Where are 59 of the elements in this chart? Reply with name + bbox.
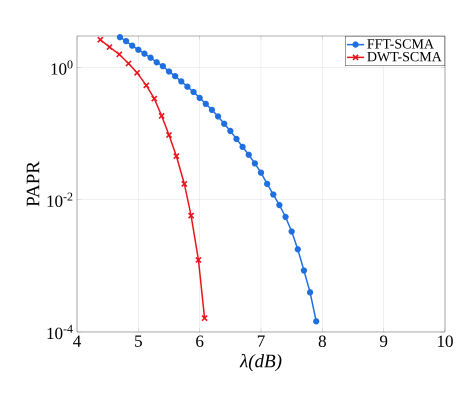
- point: [313, 318, 320, 324]
- point: [239, 144, 246, 150]
- x-axis-title: λ(dB): [240, 354, 282, 372]
- point: [184, 84, 191, 90]
- point: [221, 120, 228, 127]
- x-tick-label: 8: [318, 336, 326, 347]
- point: [147, 54, 154, 61]
- point: [208, 106, 216, 114]
- point: [166, 68, 172, 75]
- point: [190, 88, 197, 96]
- point: [154, 59, 160, 66]
- point: [294, 246, 301, 252]
- point: [116, 51, 123, 58]
- y-tick-label: 10$^{-2}$: [48, 192, 72, 207]
- point: [135, 46, 142, 53]
- point: [264, 180, 270, 188]
- point: [142, 82, 150, 89]
- point: [233, 136, 240, 142]
- point: [246, 152, 252, 158]
- point: [122, 38, 130, 44]
- point: [276, 202, 283, 208]
- point: [227, 128, 234, 134]
- point: [106, 44, 113, 50]
- point: [252, 160, 258, 167]
- point: [158, 112, 165, 120]
- point: [134, 69, 140, 76]
- y-tick-label: 10$^{-4}$: [48, 324, 73, 340]
- legend-label: DWT-SCMA: [367, 52, 442, 62]
- y-tick-label: 10$^{0}$: [52, 60, 73, 75]
- point: [270, 191, 276, 198]
- point: [172, 72, 178, 80]
- y-axis-title: PAPR: [26, 161, 40, 206]
- point: [196, 94, 203, 102]
- x-tick-label: 7: [258, 336, 265, 347]
- point: [178, 78, 184, 85]
- x-tick-label: 5: [135, 336, 142, 347]
- point: [116, 34, 124, 40]
- x-tick-label: 10: [438, 336, 453, 347]
- x-tick-label: 4: [73, 336, 81, 347]
- legend-label: FFT-SCMA: [367, 39, 434, 49]
- x-tick-label: 9: [380, 336, 388, 347]
- point: [214, 113, 222, 120]
- x-tick-label: 6: [196, 336, 204, 347]
- point: [202, 100, 209, 108]
- point: [141, 50, 148, 57]
- point: [195, 256, 202, 264]
- point: [282, 214, 289, 220]
- point: [188, 212, 194, 219]
- point: [300, 267, 308, 274]
- point: [173, 152, 180, 160]
- point: [150, 95, 158, 102]
- point: [180, 180, 188, 188]
- point: [125, 60, 132, 67]
- point: [306, 289, 314, 296]
- point: [129, 42, 136, 49]
- point: [258, 170, 264, 176]
- point: [160, 62, 166, 70]
- point: [166, 132, 172, 138]
- point: [288, 228, 295, 235]
